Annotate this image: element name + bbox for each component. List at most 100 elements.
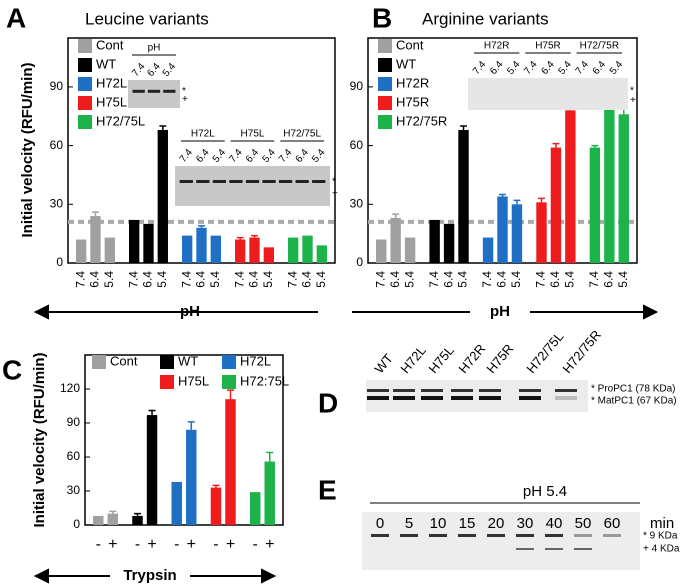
error-bar [236,236,244,240]
y-tick-label: 0 [56,255,63,269]
inset-lane: 6.4 [539,59,557,77]
inset-mark: * [630,85,634,96]
bar [196,227,207,263]
inset-lane: 5.4 [211,147,229,165]
legend-swatch [78,96,92,110]
inset-lane: 7.4 [471,59,489,77]
band [400,534,418,537]
panel-letter: B [372,2,392,33]
lane-label: 15 [459,515,476,532]
x-tick-label: 7.4 [285,271,299,288]
x-tick-label: + [147,536,156,553]
inset-lane: 5.4 [505,59,523,77]
lane-label: H72L [397,343,428,376]
x-tick-label: 6.4 [548,271,562,288]
inset-mark: * [332,177,336,188]
x-tick-label: 6.4 [388,271,402,288]
chart-title: Leucine variants [85,9,209,28]
legend-label: H75L [96,94,127,109]
legend-label: WT [96,56,116,71]
inset-lane: 7.4 [574,59,592,77]
bar [104,237,115,263]
error-bar [212,484,220,488]
band [574,534,592,537]
bar [249,237,260,263]
band-label: + 4 KDa [643,544,680,555]
x-tick-label: 7.4 [73,271,87,288]
inset-band [229,180,243,183]
band [545,548,563,550]
legend-label: H72:75L [240,373,289,388]
legend-swatch [378,39,392,53]
inset-mark: + [182,94,188,105]
x-tick-label: 5.4 [402,271,416,288]
inset-group: H72R [484,41,510,52]
y-axis-label: Initial velocity (RFU/min) [31,352,48,527]
lane-label: 30 [517,515,534,532]
x-tick-label: 5.4 [155,271,169,288]
band [603,534,621,537]
x-tick-label: - [253,536,258,553]
bar [171,481,182,525]
bar [404,237,416,263]
x-tick-label: 5.4 [563,271,577,288]
bar [186,429,197,525]
legend-swatch [78,58,92,72]
bar [565,110,576,264]
bar [143,223,154,263]
inset-lane: 6.4 [145,61,163,79]
band [516,548,534,550]
error-bar [227,389,234,400]
inset-band [196,180,210,183]
lane-label: H72/75R [559,327,603,376]
x-tick-label: + [187,536,196,553]
inset-mark: * [182,86,186,97]
inset-band [262,180,276,183]
bar [288,237,299,263]
bar [264,461,275,525]
inset-band [212,180,227,183]
x-tick-label: 5.4 [102,271,116,288]
inset-lane: 6.4 [488,59,506,77]
x-axis-label: Trypsin [123,567,176,584]
error-bar [513,199,521,205]
y-tick-label: 30 [350,196,364,210]
error-bar [392,213,400,218]
panel-letter: D [318,387,338,418]
x-tick-label: 6.4 [495,271,509,288]
bar [458,129,469,263]
bar [157,129,168,263]
y-tick-label: 90 [67,415,81,429]
lane-label: H72/75L [523,329,566,376]
inset-lane: 7.4 [522,59,540,77]
bar [235,239,246,263]
bar [497,196,508,263]
bar [390,218,401,263]
y-tick-label: 0 [73,517,80,531]
band [367,396,389,400]
lane-label: H72R [455,341,488,376]
panel-letter: C [2,354,22,385]
x-tick-label: 6.4 [88,271,102,288]
x-tick-label: 7.4 [427,271,441,288]
error-bar [198,225,205,228]
x-tick-label: 5.4 [208,271,222,288]
x-tick-label: 5.4 [509,271,523,288]
y-tick-label: 0 [356,255,363,269]
lane-label: H75R [483,341,516,376]
x-axis-label: pH [180,303,200,320]
inset-band [179,180,193,183]
x-tick-label: 7.4 [232,271,246,288]
band [479,396,501,400]
x-tick-label: 7.4 [587,271,601,288]
band [451,389,473,392]
x-tick-label: 7.4 [126,271,140,288]
inset-band [295,180,309,183]
y-tick-label: 120 [60,381,80,395]
inset-header: pH [148,43,161,54]
band [487,534,505,537]
bar [376,239,387,263]
bar [210,235,221,263]
x-tick-label: - [96,536,101,553]
error-bar [266,451,274,462]
